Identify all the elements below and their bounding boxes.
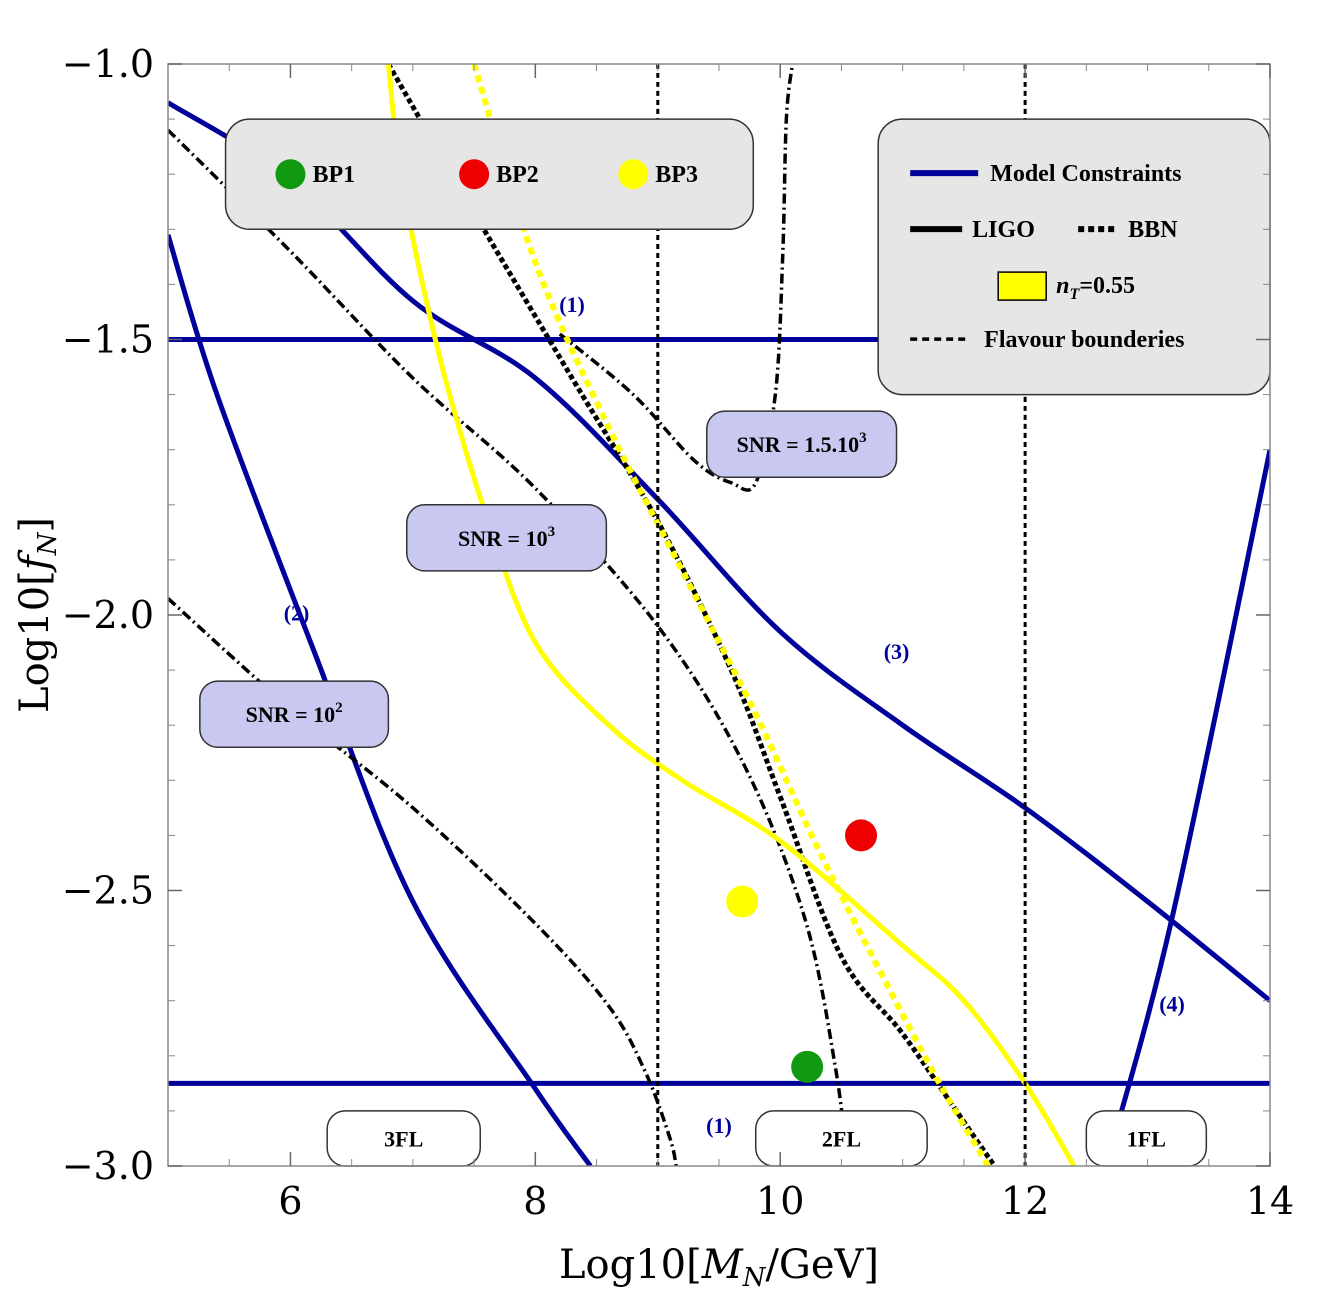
y-tick-label-3: −1.5	[62, 318, 154, 362]
axis-ticks: 6 8 10 12 14 −3.0 −2.5 −2.0 −1.5 −1.0	[62, 42, 1294, 1223]
region-label-3fl: 3FL	[384, 1126, 423, 1151]
x-tick-label-8: 8	[523, 1179, 547, 1223]
bp3-legend-marker	[618, 159, 649, 190]
bp-legend: BP1 BP2 BP3	[224, 118, 755, 231]
legend-nt-label: nT=0.55	[1056, 273, 1135, 303]
region-label-1fl: 1FL	[1127, 1126, 1166, 1151]
benchmark-point-bp1	[791, 1050, 824, 1083]
benchmark-point-bp2	[845, 819, 878, 852]
series-snr-1-5-10-3	[558, 64, 795, 492]
bp3-legend-label: BP3	[655, 162, 698, 188]
x-tick-label-6: 6	[278, 1179, 302, 1223]
snr-box-2	[406, 504, 608, 572]
y-tick-label-0: −3.0	[62, 1144, 154, 1188]
constraints-legend: Model Constraints LIGO BBN nT=0.55 Flavo…	[877, 118, 1271, 396]
constraint-label-2: (1)	[706, 1113, 732, 1138]
y-tick-label-2: −2.0	[62, 593, 154, 637]
y-tick-label-4: −1.0	[62, 42, 154, 86]
constraint-label-4: (3)	[884, 639, 910, 664]
constraint-label-5: (4)	[1159, 992, 1185, 1017]
x-tick-label-12: 12	[1001, 1179, 1049, 1223]
x-axis-title: Log10[MN/GeV]	[559, 1242, 879, 1293]
bp1-legend-marker	[275, 159, 306, 190]
snr-box-label-1: SNR = 102	[246, 700, 343, 727]
legend-nt-swatch	[997, 271, 1047, 301]
legend-model-label: Model Constraints	[990, 161, 1181, 187]
snr-box-label-2: SNR = 103	[458, 524, 555, 551]
snr-box-3	[706, 410, 898, 479]
snr-box-1	[199, 680, 390, 748]
bp2-legend-label: BP2	[496, 162, 539, 188]
benchmark-point-bp3	[726, 885, 759, 918]
y-tick-label-1: −2.5	[62, 869, 154, 913]
bp2-legend-marker	[459, 159, 490, 190]
bp1-legend-label: BP1	[312, 162, 355, 188]
series-model-constraint-3	[168, 100, 1270, 1003]
series-n-t-0-55-ligo	[385, 64, 1077, 1166]
x-tick-label-14: 14	[1246, 1179, 1294, 1223]
snr-box-label-3: SNR = 1.5.103	[737, 430, 867, 457]
series-model-constraint-4	[1103, 449, 1270, 1166]
series-n-t-0-55-bbn	[471, 64, 991, 1166]
legend-ligo-label: LIGO	[972, 217, 1035, 243]
benchmark-points-layer	[726, 819, 878, 1083]
constraint-label-1: (1)	[559, 292, 585, 317]
x-tick-label-10: 10	[756, 1179, 804, 1223]
bp-legend-box	[224, 118, 755, 231]
constraint-label-3: (2)	[284, 601, 310, 626]
legend-bbn-label: BBN	[1128, 217, 1178, 243]
y-axis-title: Log10[fN]	[12, 517, 63, 713]
region-label-2fl: 2FL	[822, 1126, 861, 1151]
annotation-boxes-layer: SNR = 102 SNR = 103 SNR = 1.5.103 3FL 2FL 1FL…	[199, 292, 1208, 1167]
legend-flavour-label: Flavour bounderies	[984, 327, 1184, 353]
